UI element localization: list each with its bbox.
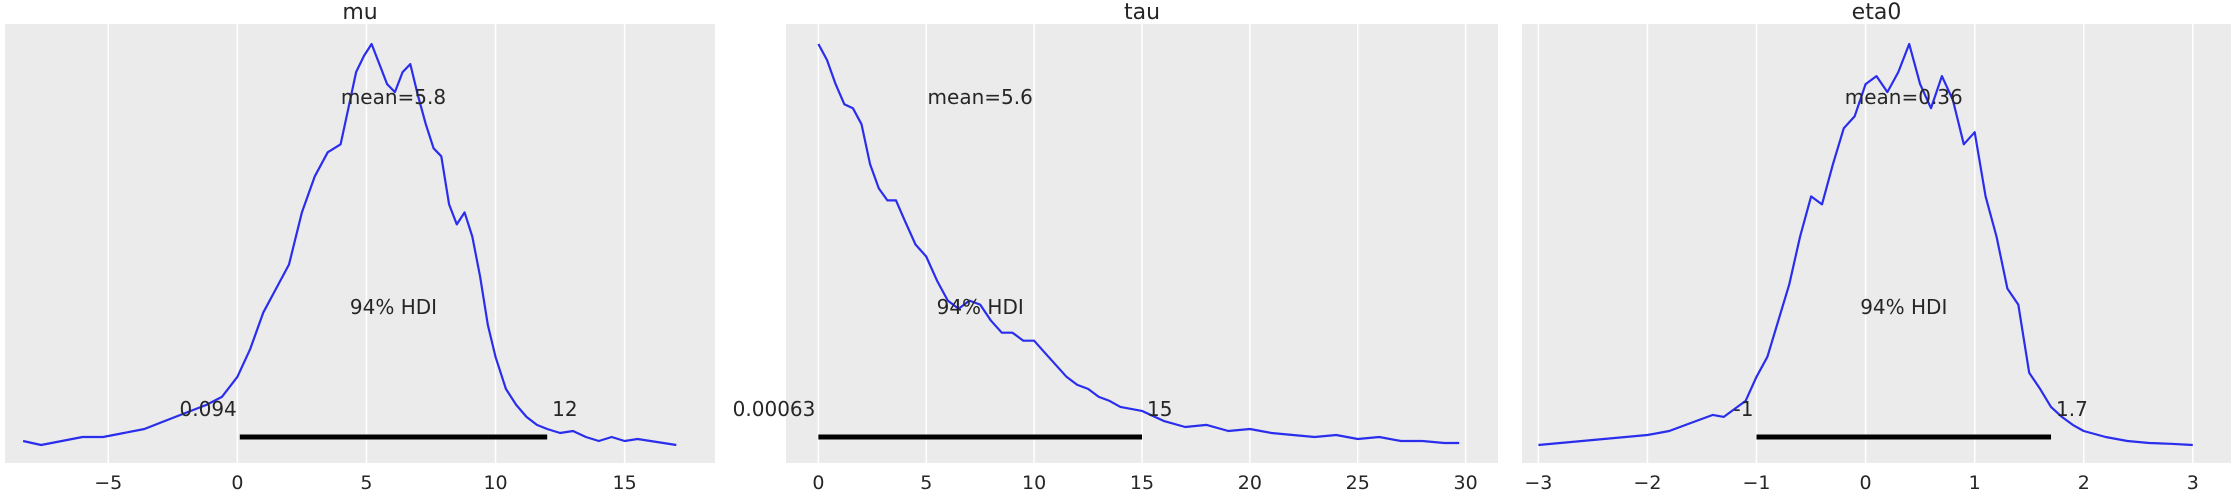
panel-title: eta0 (1852, 0, 1902, 25)
x-tick-label: 0 (812, 472, 824, 494)
hdi-caption: 94% HDI (350, 295, 437, 319)
plot-area-eta0 (1522, 24, 2231, 463)
x-tick-label: −5 (94, 472, 122, 494)
x-tick-label: −1 (1743, 472, 1771, 494)
x-tick-label: 0 (231, 472, 243, 494)
x-tick-label: 15 (613, 472, 637, 494)
hdi-low-label: 0.00063 (733, 397, 816, 421)
x-tick-label: 15 (1130, 472, 1154, 494)
hdi-high-label: 1.7 (2056, 397, 2088, 421)
x-tick-label: −2 (1633, 472, 1661, 494)
density-curve-mu (22, 42, 677, 447)
mean-label: mean=5.8 (341, 85, 446, 109)
x-tick-label: −3 (1524, 472, 1552, 494)
x-tick-label: 30 (1454, 472, 1478, 494)
panel-tau: 0 5 10 15 20 25 30 tau 0.00063 15 94% HDI mean=5.6 (733, 0, 1498, 494)
hdi-high-label: 15 (1147, 397, 1172, 421)
mean-label: mean=0.36 (1845, 85, 1963, 109)
hdi-low-label: 0.094 (180, 397, 237, 421)
hdi-caption: 94% HDI (1860, 295, 1947, 319)
panel-title: mu (342, 0, 377, 25)
x-tick-label: 0 (1860, 472, 1872, 494)
plot-area-mu (5, 24, 715, 463)
density-curve-eta0 (1538, 42, 2193, 447)
x-tick-label: 20 (1238, 472, 1262, 494)
panel-title: tau (1124, 0, 1160, 25)
x-tick-label: 25 (1346, 472, 1370, 494)
x-tick-label: 3 (2187, 472, 2199, 494)
x-tick-label: 5 (360, 472, 372, 494)
hdi-low-label: -1 (1734, 397, 1754, 421)
x-tick-label: 2 (2078, 472, 2090, 494)
hdi-caption: 94% HDI (937, 295, 1024, 319)
x-tick-label: 1 (1969, 472, 1981, 494)
density-curve-tau (817, 43, 1460, 445)
panel-mu: −5 0 5 10 15 mu 0.094 12 94% HDI mean=5.8 (5, 0, 715, 494)
x-tick-label: 5 (920, 472, 932, 494)
mean-label: mean=5.6 (928, 85, 1033, 109)
hdi-high-label: 12 (552, 397, 577, 421)
x-tick-label: 10 (483, 472, 507, 494)
x-tick-label: 10 (1022, 472, 1046, 494)
panel-eta0: −3 −2 −1 0 1 2 3 eta0 -1 1.7 94% HDI mean=0.36 (1522, 0, 2231, 494)
